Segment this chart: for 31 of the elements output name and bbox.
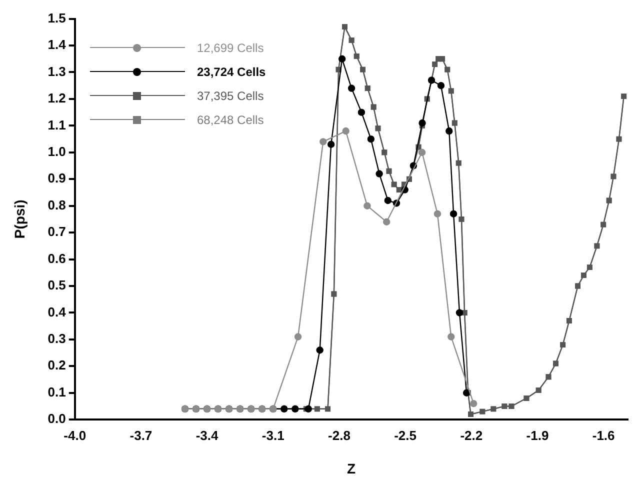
y-tick-label: 0.4 (48, 304, 67, 320)
x-tick-label: -3.7 (130, 428, 152, 443)
y-tick-label: 0.0 (48, 411, 66, 426)
y-tick-label: 0.2 (48, 358, 66, 373)
y-tick-label: 0.1 (48, 384, 66, 400)
y-tick-label: 0.5 (48, 278, 66, 293)
x-tick-label: -2.2 (460, 428, 483, 443)
y-tick-label: 0.9 (48, 170, 66, 186)
x-axis-title: Z (347, 460, 356, 476)
y-tick-label: 1.1 (48, 117, 66, 132)
y-tick-label: 1.4 (48, 37, 67, 52)
x-tick-label: -3.4 (196, 428, 220, 443)
x-tick-label: -2.5 (394, 428, 417, 443)
text: 23,724 Cells (197, 65, 266, 79)
x-tick-label: -1.6 (592, 428, 615, 443)
y-axis-title: P(psi) (11, 200, 28, 239)
text: 37,395 Cells (197, 89, 264, 103)
y-tick-label: 1.2 (48, 90, 66, 106)
y-tick-label: 0.6 (48, 250, 66, 266)
y-tick-label: 0.7 (48, 224, 66, 240)
x-tick-label: -2.8 (328, 428, 350, 443)
x-tick-label: -3.1 (262, 428, 284, 443)
y-tick-label: 0.8 (48, 197, 66, 212)
text: 12,699 Cells (197, 41, 264, 55)
y-tick-label: 1.5 (48, 10, 66, 26)
y-tick-label: 1.3 (48, 64, 66, 79)
x-tick-label: -4.0 (64, 428, 86, 443)
y-tick-label: 0.3 (48, 331, 66, 346)
y-tick-label: 1.0 (48, 144, 66, 159)
text: 68,248 Cells (197, 113, 264, 127)
x-tick-label: -1.9 (526, 428, 549, 443)
